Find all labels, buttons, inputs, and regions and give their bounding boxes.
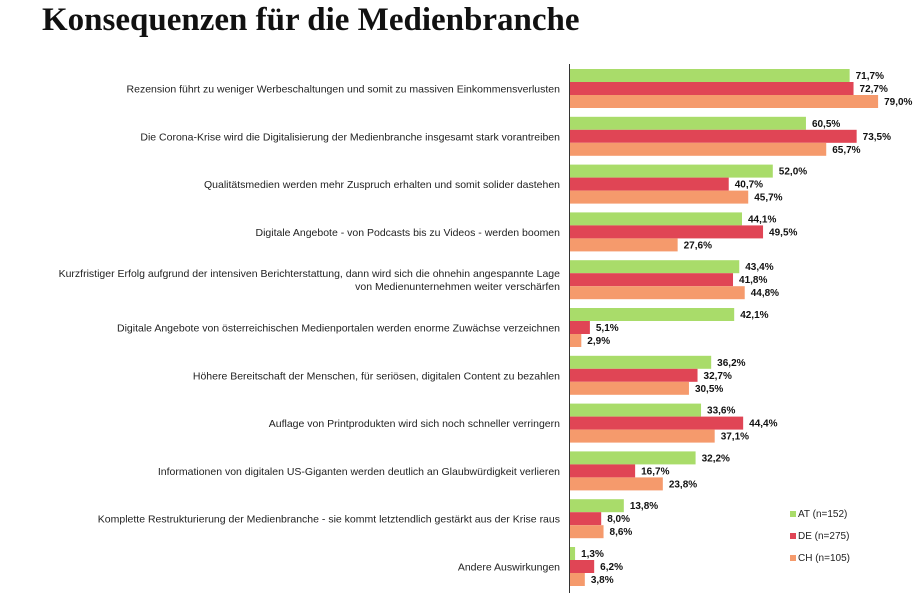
value-labels-group: 71,7% 72,7% 79,0% 60,5% 73,5%65,7% 52,0% 40,7%… — [581, 71, 912, 586]
category-label: von Medienunternehmen weiter verschärfen — [355, 281, 560, 293]
value-label: 32,7% — [704, 371, 732, 382]
bar-ch — [570, 429, 715, 443]
bar-de — [570, 273, 734, 287]
value-label: 30,5% — [695, 384, 723, 395]
page-title: Konsequenzen für die Medienbranche — [42, 2, 580, 38]
value-label: 79,0% — [884, 97, 912, 108]
legend-swatch-ch — [790, 555, 796, 561]
value-label: 6,2% — [600, 562, 623, 573]
bar-ch — [570, 190, 749, 204]
legend-label: DE (n=275) — [798, 531, 849, 542]
legend: AT (n=152) DE (n=275) CH (n=105) — [790, 509, 850, 564]
bar-ch — [570, 334, 582, 347]
bars-group — [570, 69, 879, 586]
bar-ch — [570, 95, 879, 108]
bar-de — [570, 225, 764, 239]
bar-at — [570, 403, 702, 417]
value-label: 27,6% — [684, 240, 712, 251]
value-label: 8,0% — [607, 514, 630, 525]
bar-at — [570, 451, 696, 465]
bar-at — [570, 116, 806, 130]
bar-at — [570, 308, 735, 321]
category-label: Höhere Bereitschaft der Menschen, für se… — [193, 370, 560, 382]
value-label: 44,8% — [751, 288, 779, 299]
bar-at — [570, 164, 773, 178]
bar-ch — [570, 142, 827, 156]
bar-de — [570, 512, 602, 526]
category-label: Qualitätsmedien werden mehr Zuspruch erh… — [204, 179, 560, 191]
value-label: 65,7% — [832, 145, 860, 156]
legend-label: AT (n=152) — [798, 509, 847, 520]
category-label: Digitale Angebote von österreichischen M… — [117, 323, 560, 335]
category-label: Auflage von Printprodukten wird sich noc… — [269, 418, 560, 430]
category-labels-group: Rezension führt zu weniger Werbeschaltun… — [59, 84, 561, 574]
bar-ch — [570, 477, 663, 491]
bar-de — [570, 368, 698, 382]
bar-de — [570, 464, 636, 478]
value-label: 5,1% — [596, 323, 619, 334]
value-label: 37,1% — [721, 432, 749, 443]
category-label: Andere Auswirkungen — [458, 562, 560, 574]
value-label: 60,5% — [812, 119, 840, 130]
bar-ch — [570, 525, 604, 539]
value-label: 73,5% — [863, 132, 891, 143]
bar-de — [570, 321, 590, 334]
value-label: 1,3% — [581, 549, 604, 560]
bar-at — [570, 69, 850, 82]
bar-at — [570, 547, 576, 560]
value-label: 42,1% — [740, 310, 768, 321]
bar-at — [570, 355, 712, 369]
category-label: Die Corona-Krise wird die Digitalisierun… — [140, 131, 560, 143]
bar-de — [570, 82, 854, 95]
bar-de — [570, 416, 744, 430]
legend-swatch-at — [790, 511, 796, 517]
category-label: Kurzfristiger Erfolg aufgrund der intens… — [59, 268, 561, 280]
value-label: 2,9% — [587, 336, 610, 347]
value-label: 44,4% — [749, 419, 777, 430]
bar-de — [570, 129, 857, 143]
value-label: 43,4% — [745, 262, 773, 273]
bar-at — [570, 260, 740, 274]
legend-swatch-de — [790, 533, 796, 539]
bar-ch — [570, 238, 678, 252]
legend-label: CH (n=105) — [798, 553, 850, 564]
value-label: 71,7% — [856, 71, 884, 82]
bar-at — [570, 212, 742, 226]
bar-de — [570, 560, 595, 573]
category-label: Komplette Restrukturierung der Medienbra… — [98, 514, 560, 526]
value-label: 45,7% — [754, 193, 782, 204]
value-label: 52,0% — [779, 167, 807, 178]
value-label: 13,8% — [630, 501, 658, 512]
value-label: 40,7% — [735, 180, 763, 191]
bar-de — [570, 177, 729, 191]
value-label: 8,6% — [610, 527, 633, 538]
bar-at — [570, 499, 624, 513]
category-label: Informationen von digitalen US-Giganten … — [158, 466, 560, 478]
value-label: 23,8% — [669, 479, 697, 490]
value-label: 3,8% — [591, 575, 614, 586]
value-label: 44,1% — [748, 214, 776, 225]
value-label: 32,2% — [702, 453, 730, 464]
category-label: Digitale Angebote - von Podcasts bis zu … — [256, 227, 561, 239]
value-label: 16,7% — [641, 466, 669, 477]
value-label: 72,7% — [860, 84, 888, 95]
value-label: 36,2% — [717, 358, 745, 369]
bar-ch — [570, 381, 689, 395]
value-label: 49,5% — [769, 227, 797, 238]
value-label: 41,8% — [739, 275, 767, 286]
bar-ch — [570, 286, 745, 300]
bar-ch — [570, 573, 585, 586]
category-label: Rezension führt zu weniger Werbeschaltun… — [127, 84, 561, 96]
value-label: 33,6% — [707, 406, 735, 417]
